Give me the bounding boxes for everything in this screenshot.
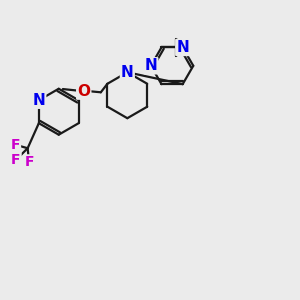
Text: F: F: [11, 153, 21, 167]
Text: N: N: [121, 65, 134, 80]
Text: N: N: [145, 58, 157, 73]
Text: F: F: [24, 155, 34, 170]
Text: N: N: [32, 93, 45, 108]
Text: N: N: [176, 40, 189, 55]
Text: F: F: [11, 138, 20, 152]
Text: O: O: [77, 84, 90, 99]
